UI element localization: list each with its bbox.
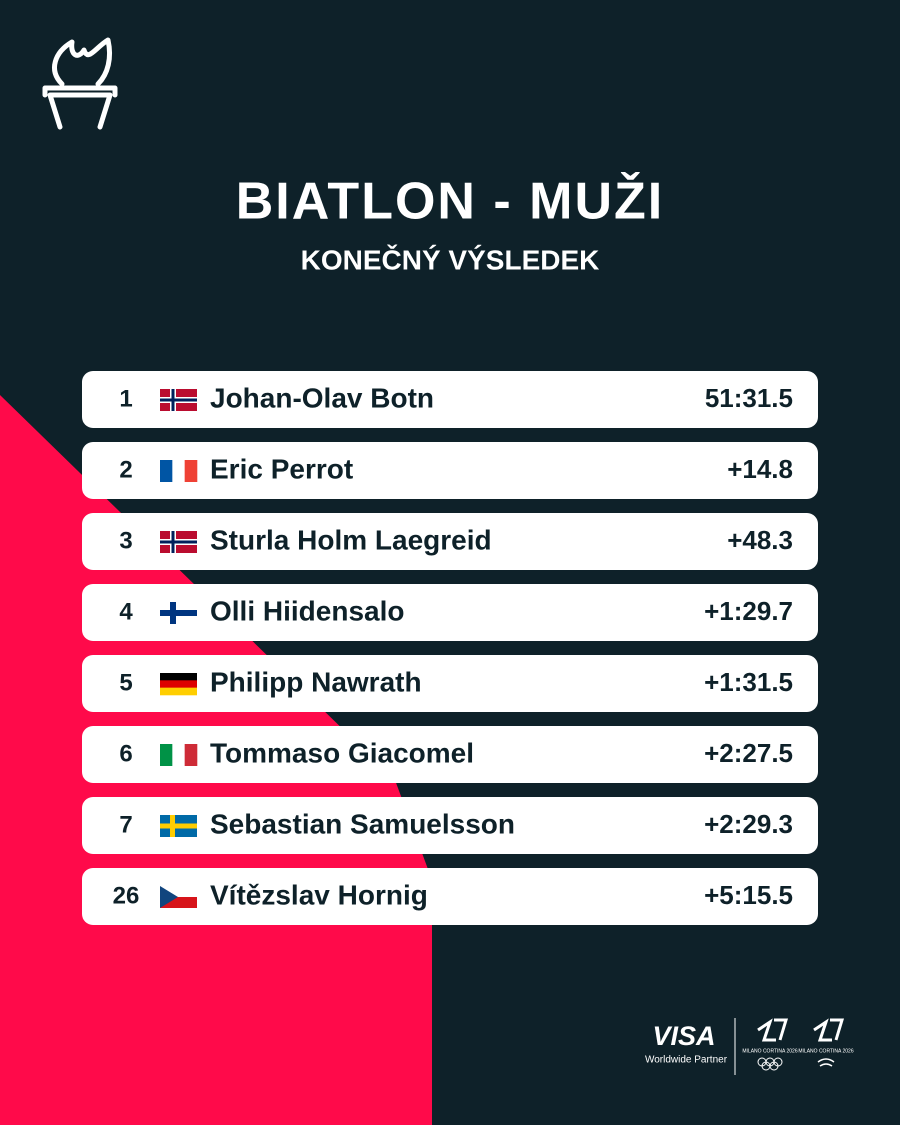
flag-part <box>160 540 197 544</box>
athlete-name: Eric Perrot <box>210 453 353 484</box>
result-row: 26 Vítězslav Hornig +5:15.5 <box>82 868 818 925</box>
sponsor-note: Worldwide Partner <box>645 1055 728 1066</box>
subtitle: KONEČNÝ VÝSLEDEK <box>301 243 600 275</box>
athlete-name: Tommaso Giacomel <box>210 737 474 768</box>
flag-part <box>160 610 197 616</box>
flag-part <box>160 886 197 897</box>
athlete-name: Johan-Olav Botn <box>210 382 434 413</box>
flag-part <box>160 823 197 829</box>
result-time: +1:29.7 <box>704 596 793 626</box>
athlete-name: Philipp Nawrath <box>210 666 422 697</box>
result-row: 1 Johan-Olav Botn 51:31.5 <box>82 371 818 428</box>
result-time: +1:31.5 <box>704 667 793 697</box>
result-time: +2:29.3 <box>704 809 793 839</box>
flag <box>160 531 197 553</box>
flag-part <box>172 460 185 482</box>
athlete-name: Sebastian Samuelsson <box>210 808 515 839</box>
athlete-name: Olli Hiidensalo <box>210 595 404 626</box>
flag-part <box>160 673 197 681</box>
flag <box>160 744 198 766</box>
flag-part <box>160 460 173 482</box>
logo-mark <box>813 1018 845 1042</box>
flag-part <box>172 744 185 766</box>
row-card <box>82 868 818 925</box>
row-card <box>82 655 818 712</box>
athlete-name: Sturla Holm Laegreid <box>210 524 492 555</box>
results-list: 1 Johan-Olav Botn 51:31.5 2 Eric Perrot +14.8… <box>82 371 818 925</box>
flag-part <box>160 398 197 402</box>
result-time: +48.3 <box>727 525 793 555</box>
result-row: 4 Olli Hiidensalo +1:29.7 <box>82 584 818 641</box>
row-card <box>82 797 818 854</box>
row-card <box>82 726 818 783</box>
flag <box>160 673 197 696</box>
logo-text: MILANO CORTINA 2026 <box>742 1048 797 1054</box>
title: BIATLON - MUŽI <box>236 172 665 231</box>
flag <box>160 886 197 908</box>
logo-mark <box>757 1018 789 1042</box>
olympic-rings <box>757 1057 783 1071</box>
result-time: +14.8 <box>727 454 793 484</box>
flag-part <box>160 886 178 908</box>
athlete-name: Vítězslav Hornig <box>210 879 428 910</box>
result-row: 3 Sturla Holm Laegreid +48.3 <box>82 513 818 570</box>
result-row: 6 Tommaso Giacomel +2:27.5 <box>82 726 818 783</box>
flag <box>160 602 197 624</box>
flag-part <box>160 744 173 766</box>
sponsor: VISA <box>652 1021 715 1051</box>
result-time: +5:15.5 <box>704 880 793 910</box>
flag <box>160 460 198 482</box>
logo-text: MILANO CORTINA 2026 <box>798 1048 853 1054</box>
result-time: 51:31.5 <box>705 383 793 413</box>
rank: 7 <box>119 811 132 838</box>
rank: 5 <box>119 669 132 696</box>
row-card <box>82 442 818 499</box>
footer: VISA Worldwide Partner MILANO CORTINA 20… <box>645 1018 854 1075</box>
row-card <box>82 584 818 641</box>
flag-part <box>184 460 198 482</box>
result-row: 2 Eric Perrot +14.8 <box>82 442 818 499</box>
result-time: +2:27.5 <box>704 738 793 768</box>
rank: 3 <box>119 527 132 554</box>
flag-part <box>160 687 197 696</box>
flag-part <box>160 897 197 908</box>
row-card <box>82 513 818 570</box>
rank: 2 <box>119 456 132 483</box>
paralympic-mark <box>817 1058 835 1067</box>
torch-icon <box>42 37 118 130</box>
flag-part <box>184 744 198 766</box>
result-row: 5 Philipp Nawrath +1:31.5 <box>82 655 818 712</box>
rank: 1 <box>119 385 132 412</box>
result-row: 7 Sebastian Samuelsson +2:29.3 <box>82 797 818 854</box>
row-card <box>82 371 818 428</box>
flag <box>160 815 197 837</box>
flag-part <box>160 680 197 688</box>
rank: 26 <box>113 882 140 909</box>
rank: 4 <box>119 598 133 625</box>
rank: 6 <box>119 740 132 767</box>
flag <box>160 389 197 411</box>
